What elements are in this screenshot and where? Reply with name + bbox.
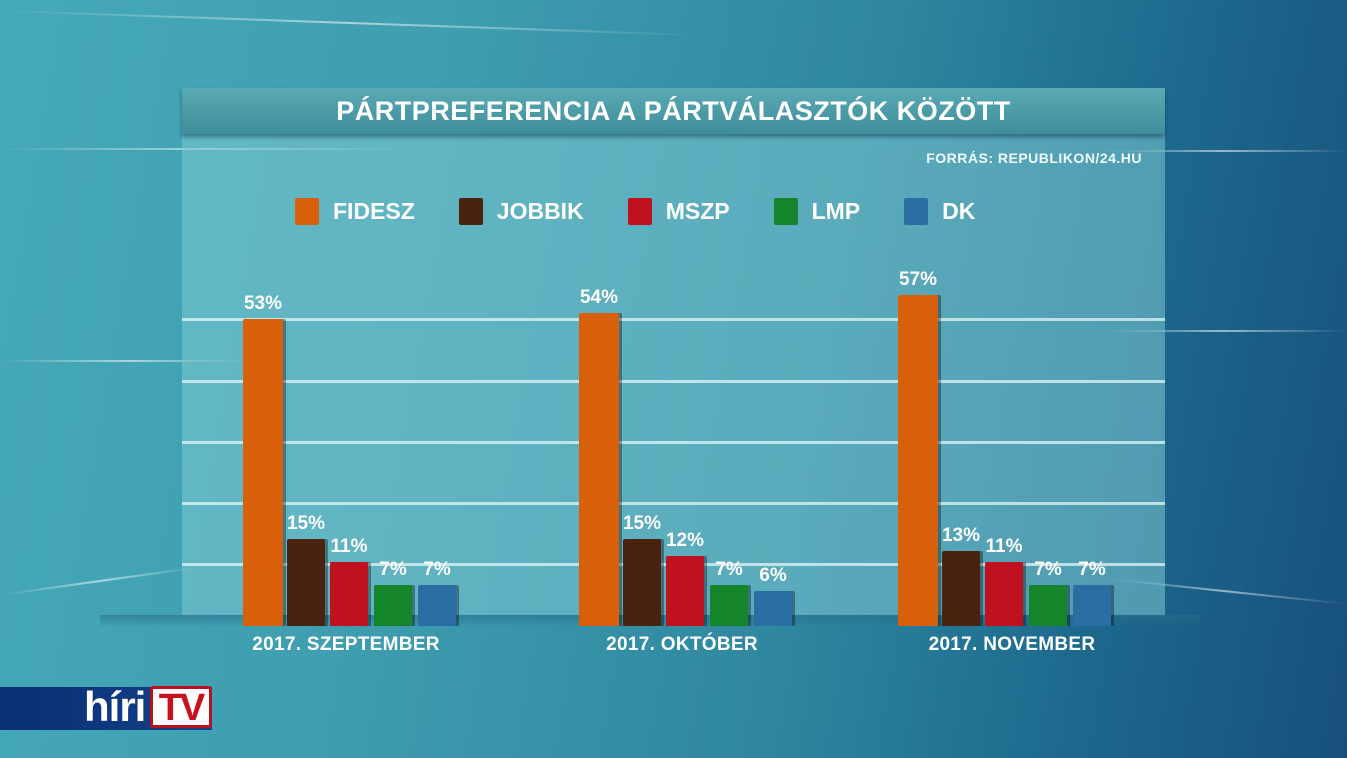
value-label: 53% — [243, 293, 283, 314]
legend-item-fidesz: FIDESZ — [295, 198, 415, 225]
background-streak — [0, 9, 700, 37]
background-streak — [0, 566, 200, 596]
bar-mszp — [666, 556, 704, 626]
legend-swatch — [627, 198, 652, 225]
legend-swatch — [904, 198, 929, 225]
legend-label: MSZP — [665, 198, 730, 224]
bar-jobbik — [287, 539, 325, 626]
value-label: 54% — [579, 287, 619, 308]
bar-lmp — [1029, 585, 1067, 626]
legend-label: FIDESZ — [333, 198, 415, 224]
bar-fidesz — [243, 319, 283, 626]
legend-item-dk: DK — [904, 198, 975, 225]
bar-mszp — [330, 562, 368, 626]
value-label: 11% — [985, 536, 1023, 557]
source-label: FORRÁS: REPUBLIKON/24.HU — [926, 150, 1142, 166]
value-label: 7% — [1034, 559, 1062, 580]
legend-swatch — [458, 198, 483, 225]
bar-fidesz — [579, 313, 619, 626]
legend-label: DK — [942, 198, 976, 224]
background-streak — [1100, 330, 1347, 332]
background-streak — [0, 360, 260, 362]
bar-lmp — [710, 585, 748, 626]
background-streak — [1100, 150, 1347, 152]
category-label: 2017. SZEPTEMBER — [252, 634, 440, 655]
bar-jobbik — [623, 539, 661, 626]
chart-title: PÁRTPREFERENCIA A PÁRTVÁLASZTÓK KÖZÖTT — [336, 95, 1011, 126]
bar-dk — [754, 591, 792, 626]
value-label: 6% — [759, 565, 787, 586]
legend-label: LMP — [811, 198, 861, 224]
gridline — [182, 441, 1165, 444]
bar-fidesz — [898, 295, 938, 626]
category-label: 2017. OKTÓBER — [606, 634, 758, 655]
bar-lmp — [374, 585, 412, 626]
bar-dk — [418, 585, 456, 626]
gridline — [182, 380, 1165, 383]
gridline — [182, 502, 1165, 505]
legend-item-mszp: MSZP — [627, 198, 730, 225]
bar-jobbik — [942, 551, 980, 626]
value-label: 15% — [286, 513, 326, 534]
legend-item-jobbik: JOBBIK — [458, 198, 584, 225]
value-label: 7% — [1078, 559, 1106, 580]
value-label: 12% — [665, 530, 705, 551]
legend-label: JOBBIK — [496, 198, 584, 224]
title-bar: PÁRTPREFERENCIA A PÁRTVÁLASZTÓK KÖZÖTT — [182, 88, 1165, 134]
legend-swatch — [773, 198, 798, 225]
value-label: 57% — [898, 269, 938, 290]
category-label: 2017. NOVEMBER — [928, 634, 1096, 655]
legend-item-lmp: LMP — [773, 198, 861, 225]
value-label: 15% — [622, 513, 662, 534]
legend: FIDESZ JOBBIK MSZP LMP DK — [295, 198, 1019, 225]
channel-logo-tv: TV — [150, 686, 212, 728]
bar-dk — [1073, 585, 1111, 626]
bar-mszp — [985, 562, 1023, 626]
value-label: 13% — [941, 525, 981, 546]
legend-swatch — [295, 198, 319, 225]
value-label: 7% — [423, 559, 451, 580]
channel-logo-text: híri — [84, 683, 146, 730]
gridline — [182, 318, 1165, 321]
value-label: 11% — [330, 536, 368, 557]
value-label: 7% — [715, 559, 743, 580]
value-label: 7% — [379, 559, 407, 580]
chart-panel — [182, 90, 1165, 615]
